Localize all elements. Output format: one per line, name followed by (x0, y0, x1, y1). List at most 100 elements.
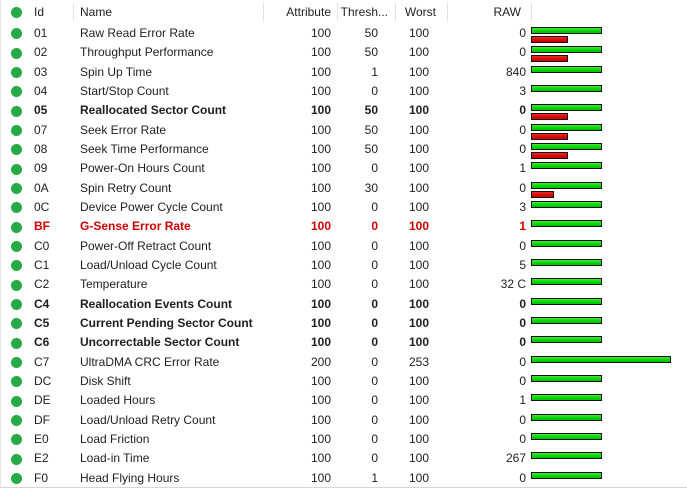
table-row[interactable]: 0A Spin Retry Count 100 30 100 0 (1, 179, 687, 198)
table-row[interactable]: E0 Load Friction 100 0 100 0 (1, 430, 687, 449)
cell-threshold: 0 (371, 257, 378, 272)
table-row[interactable]: 08 Seek Time Performance 100 50 100 0 (1, 140, 687, 159)
cell-attribute: 100 (310, 257, 331, 272)
table-row[interactable]: F0 Head Flying Hours 100 1 100 0 (1, 469, 687, 488)
attribute-value-bar (531, 432, 602, 440)
cell-id: 01 (34, 26, 48, 40)
status-ok-icon (11, 318, 22, 330)
cell-id: E0 (34, 431, 49, 446)
header-raw[interactable]: RAW (493, 5, 521, 19)
status-cell (1, 63, 34, 82)
cell-attribute: 100 (310, 64, 331, 79)
cell-worst: 100 (408, 26, 429, 40)
cell-name: Load/Unload Retry Count (80, 412, 216, 427)
table-row[interactable]: 04 Start/Stop Count 100 0 100 3 (1, 82, 687, 101)
cell-attribute: 100 (310, 180, 331, 195)
table-row[interactable]: C7 UltraDMA CRC Error Rate 200 0 253 0 (1, 353, 687, 372)
threshold-bar (531, 55, 568, 63)
header-worst[interactable]: Worst (404, 5, 436, 19)
header-id[interactable]: Id (34, 5, 45, 19)
table-row[interactable]: C0 Power-Off Retract Count 100 0 100 0 (1, 237, 687, 256)
table-row[interactable]: DC Disk Shift 100 0 100 0 (1, 372, 687, 391)
table-row[interactable]: DF Load/Unload Retry Count 100 0 100 0 (1, 411, 687, 430)
bar-cell (531, 63, 687, 82)
cell-threshold: 1 (371, 64, 378, 79)
header-name[interactable]: Name (80, 5, 113, 19)
table-row[interactable]: 05 Reallocated Sector Count 100 50 100 0 (1, 101, 687, 121)
cell-worst: 100 (408, 412, 429, 427)
status-ok-icon (11, 434, 22, 446)
attribute-value-bar (531, 471, 602, 479)
table-row[interactable]: BF G-Sense Error Rate 100 0 100 1 (1, 217, 687, 236)
bar-cell (531, 82, 687, 101)
table-row[interactable]: C4 Reallocation Events Count 100 0 100 0 (1, 295, 687, 314)
cell-name: Load-in Time (80, 451, 150, 466)
cell-name: Disk Shift (80, 373, 131, 388)
status-cell (1, 43, 34, 62)
cell-raw: 0 (519, 141, 526, 156)
cell-worst: 100 (408, 141, 429, 156)
table-row[interactable]: C5 Current Pending Sector Count 100 0 100 0 (1, 314, 687, 333)
table-row[interactable]: C2 Temperature 100 0 100 32 C (1, 275, 687, 294)
cell-raw: 0 (519, 412, 526, 427)
cell-id: C1 (34, 257, 50, 272)
table-row[interactable]: 07 Seek Error Rate 100 50 100 0 (1, 121, 687, 140)
cell-name: Loaded Hours (80, 393, 156, 408)
header-threshold[interactable]: Thresh... (340, 5, 388, 19)
cell-raw: 5 (519, 257, 526, 272)
status-ok-icon (11, 66, 22, 78)
status-cell (1, 256, 34, 275)
cell-name: Start/Stop Count (80, 83, 169, 98)
cell-id: 03 (34, 64, 48, 79)
attribute-value-bar (531, 374, 602, 382)
cell-attribute: 100 (310, 373, 331, 388)
table-row[interactable]: C1 Load/Unload Cycle Count 100 0 100 5 (1, 256, 687, 275)
table-row[interactable]: C6 Uncorrectable Sector Count 100 0 100 0 (1, 333, 687, 352)
cell-worst: 100 (408, 335, 429, 350)
cell-id: 04 (34, 83, 48, 98)
cell-raw: 0 (519, 122, 526, 137)
cell-raw: 0 (519, 354, 526, 369)
cell-worst: 100 (408, 122, 429, 137)
cell-raw: 1 (519, 219, 526, 234)
header-status-column[interactable] (1, 5, 34, 19)
table-row[interactable]: 09 Power-On Hours Count 100 0 100 1 (1, 159, 687, 178)
cell-name: Power-On Hours Count (80, 161, 205, 176)
cell-worst: 100 (408, 431, 429, 446)
status-cell (1, 353, 34, 372)
table-row[interactable]: 0C Device Power Cycle Count 100 0 100 3 (1, 198, 687, 217)
table-row[interactable]: DE Loaded Hours 100 0 100 1 (1, 391, 687, 410)
cell-id: C5 (34, 315, 50, 330)
bar-cell (531, 430, 687, 449)
attribute-value-bar (531, 316, 602, 324)
table-row[interactable]: 01 Raw Read Error Rate 100 50 100 0 (1, 24, 687, 43)
cell-id: 05 (34, 103, 48, 118)
cell-raw: 0 (519, 26, 526, 40)
status-cell (1, 295, 34, 314)
table-row[interactable]: E2 Load-in Time 100 0 100 267 (1, 449, 687, 468)
cell-attribute: 100 (310, 103, 331, 118)
bar-cell (531, 121, 687, 140)
cell-id: C4 (34, 296, 50, 311)
table-row[interactable]: 03 Spin Up Time 100 1 100 840 (1, 63, 687, 82)
cell-attribute: 100 (310, 431, 331, 446)
bar-cell (531, 217, 687, 236)
bar-cell (531, 256, 687, 275)
table-row[interactable]: 02 Throughput Performance 100 50 100 0 (1, 43, 687, 63)
cell-threshold: 0 (371, 219, 378, 234)
threshold-bar (531, 190, 554, 198)
status-ok-icon (11, 202, 22, 214)
attribute-value-bar (531, 220, 602, 228)
status-ok-icon (11, 356, 22, 368)
header-attribute[interactable]: Attribute (286, 5, 331, 19)
attribute-value-bar (531, 123, 602, 131)
cell-threshold: 0 (371, 83, 378, 98)
cell-name: Current Pending Sector Count (80, 315, 253, 330)
status-cell (1, 24, 34, 43)
cell-worst: 100 (408, 257, 429, 272)
attribute-value-bar (531, 27, 602, 34)
cell-threshold: 0 (371, 412, 378, 427)
cell-threshold: 50 (364, 122, 378, 137)
cell-threshold: 50 (364, 141, 378, 156)
